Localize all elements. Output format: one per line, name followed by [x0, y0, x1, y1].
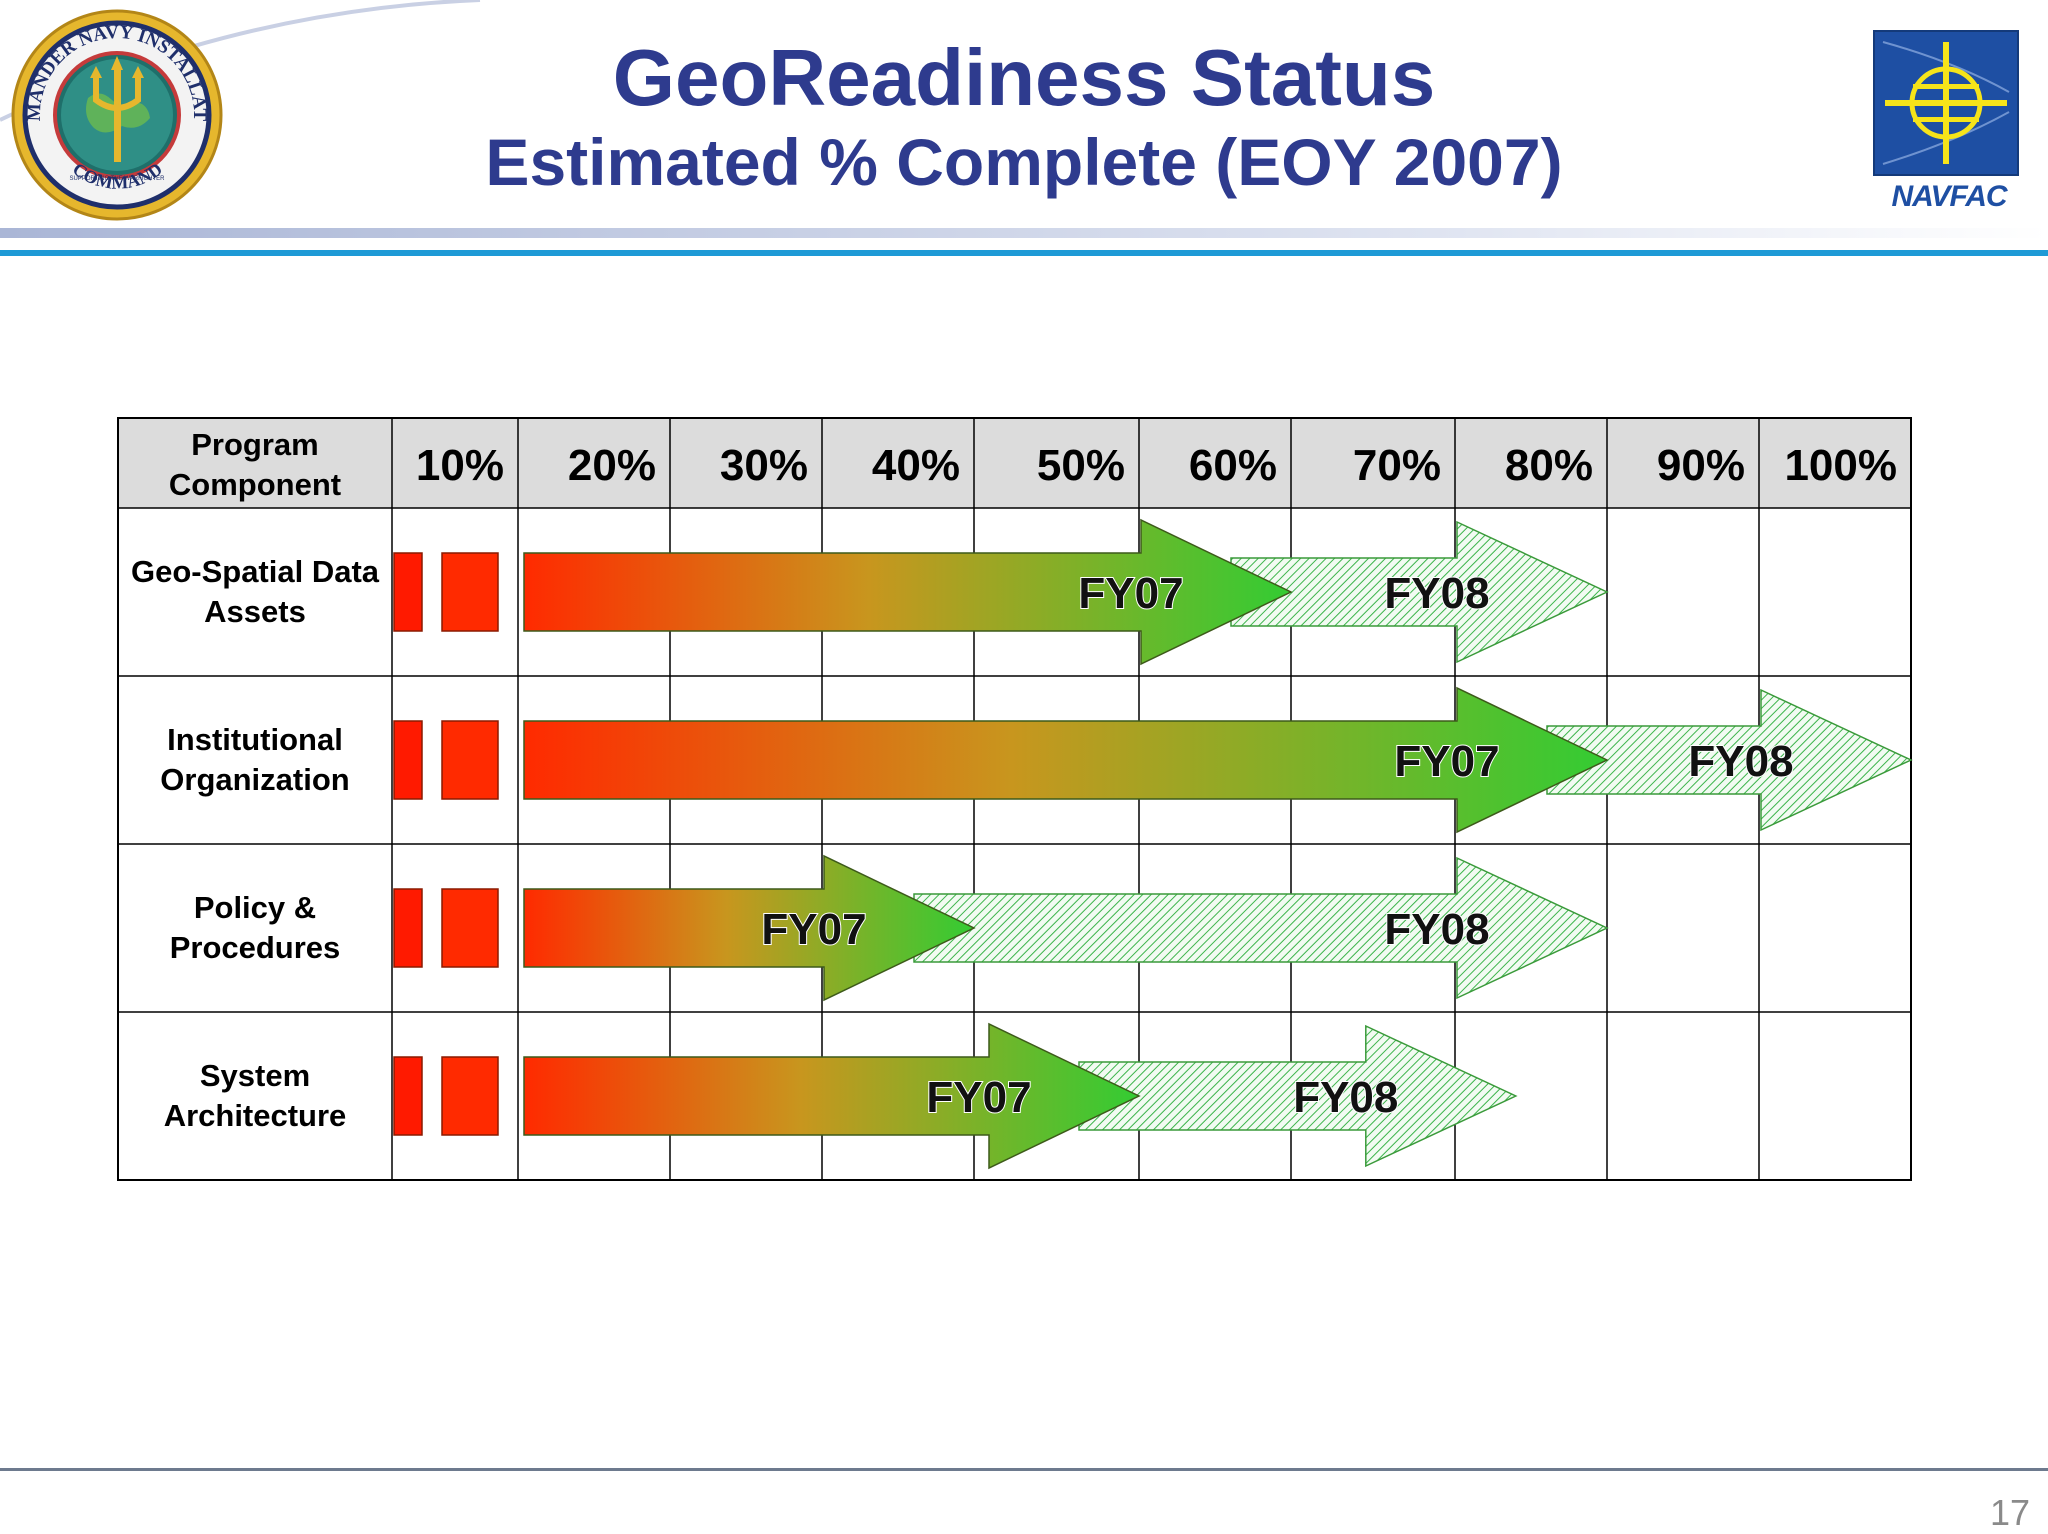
header-program-component: Program Component: [169, 427, 341, 502]
table-header-bg: [118, 418, 1911, 508]
column-header: 20%: [568, 441, 656, 490]
fy08-label: FY08: [1384, 905, 1489, 954]
column-header: 70%: [1353, 441, 1441, 490]
progress-block: [393, 720, 423, 800]
progress-block: [441, 720, 499, 800]
progress-block: [393, 1056, 423, 1136]
fy07-label: FY07: [1078, 569, 1183, 618]
column-header: 100%: [1784, 441, 1897, 490]
fy08-arrow: [1546, 688, 1913, 832]
row-label: Institutional Organization: [160, 722, 349, 797]
fy07-label: FY07: [761, 905, 866, 954]
fy08-arrow: [913, 856, 1609, 1000]
progress-block: [441, 1056, 499, 1136]
column-header: 60%: [1189, 441, 1277, 490]
cni-seal-icon: COMMANDER NAVY INSTALLATIONS COMMAND SUP…: [10, 8, 223, 221]
progress-block: [393, 888, 423, 968]
fy08-label: FY08: [1688, 737, 1793, 786]
slide-subtitle: Estimated % Complete (EOY 2007): [485, 125, 1563, 199]
fy08-arrow: [1230, 520, 1609, 664]
column-header: 90%: [1657, 441, 1745, 490]
seal-motto: SUPPORTING THE WARFIGHTER: [70, 176, 166, 182]
footer-rule: [0, 1468, 2048, 1471]
fy07-arrow: [523, 1022, 1141, 1170]
fy08-label: FY08: [1384, 569, 1489, 618]
column-header: 10%: [416, 441, 504, 490]
fy08-label: FY08: [1293, 1073, 1398, 1122]
progress-block: [441, 888, 499, 968]
progress-block: [441, 552, 499, 632]
fy07-arrow: [523, 686, 1609, 834]
fy07-arrow: [523, 854, 976, 1002]
column-header: 80%: [1505, 441, 1593, 490]
fy08-arrow: [1078, 1024, 1518, 1168]
page-number: 17: [1989, 1492, 2030, 1533]
column-header: 50%: [1037, 441, 1125, 490]
column-header: 40%: [872, 441, 960, 490]
progress-block: [393, 552, 423, 632]
fy07-label: FY07: [1394, 737, 1499, 786]
navfac-logo-text: NAVFAC: [1891, 180, 2007, 213]
fy07-label: FY07: [926, 1073, 1031, 1122]
row-label: System Architecture: [164, 1058, 347, 1133]
navfac-logo-icon: [1873, 30, 2019, 176]
row-label: Geo-Spatial Data Assets: [131, 554, 380, 629]
row-label: Policy & Procedures: [170, 890, 341, 965]
slide-title: GeoReadiness Status: [612, 33, 1436, 122]
fy07-arrow: [523, 518, 1293, 666]
column-header: 30%: [720, 441, 808, 490]
